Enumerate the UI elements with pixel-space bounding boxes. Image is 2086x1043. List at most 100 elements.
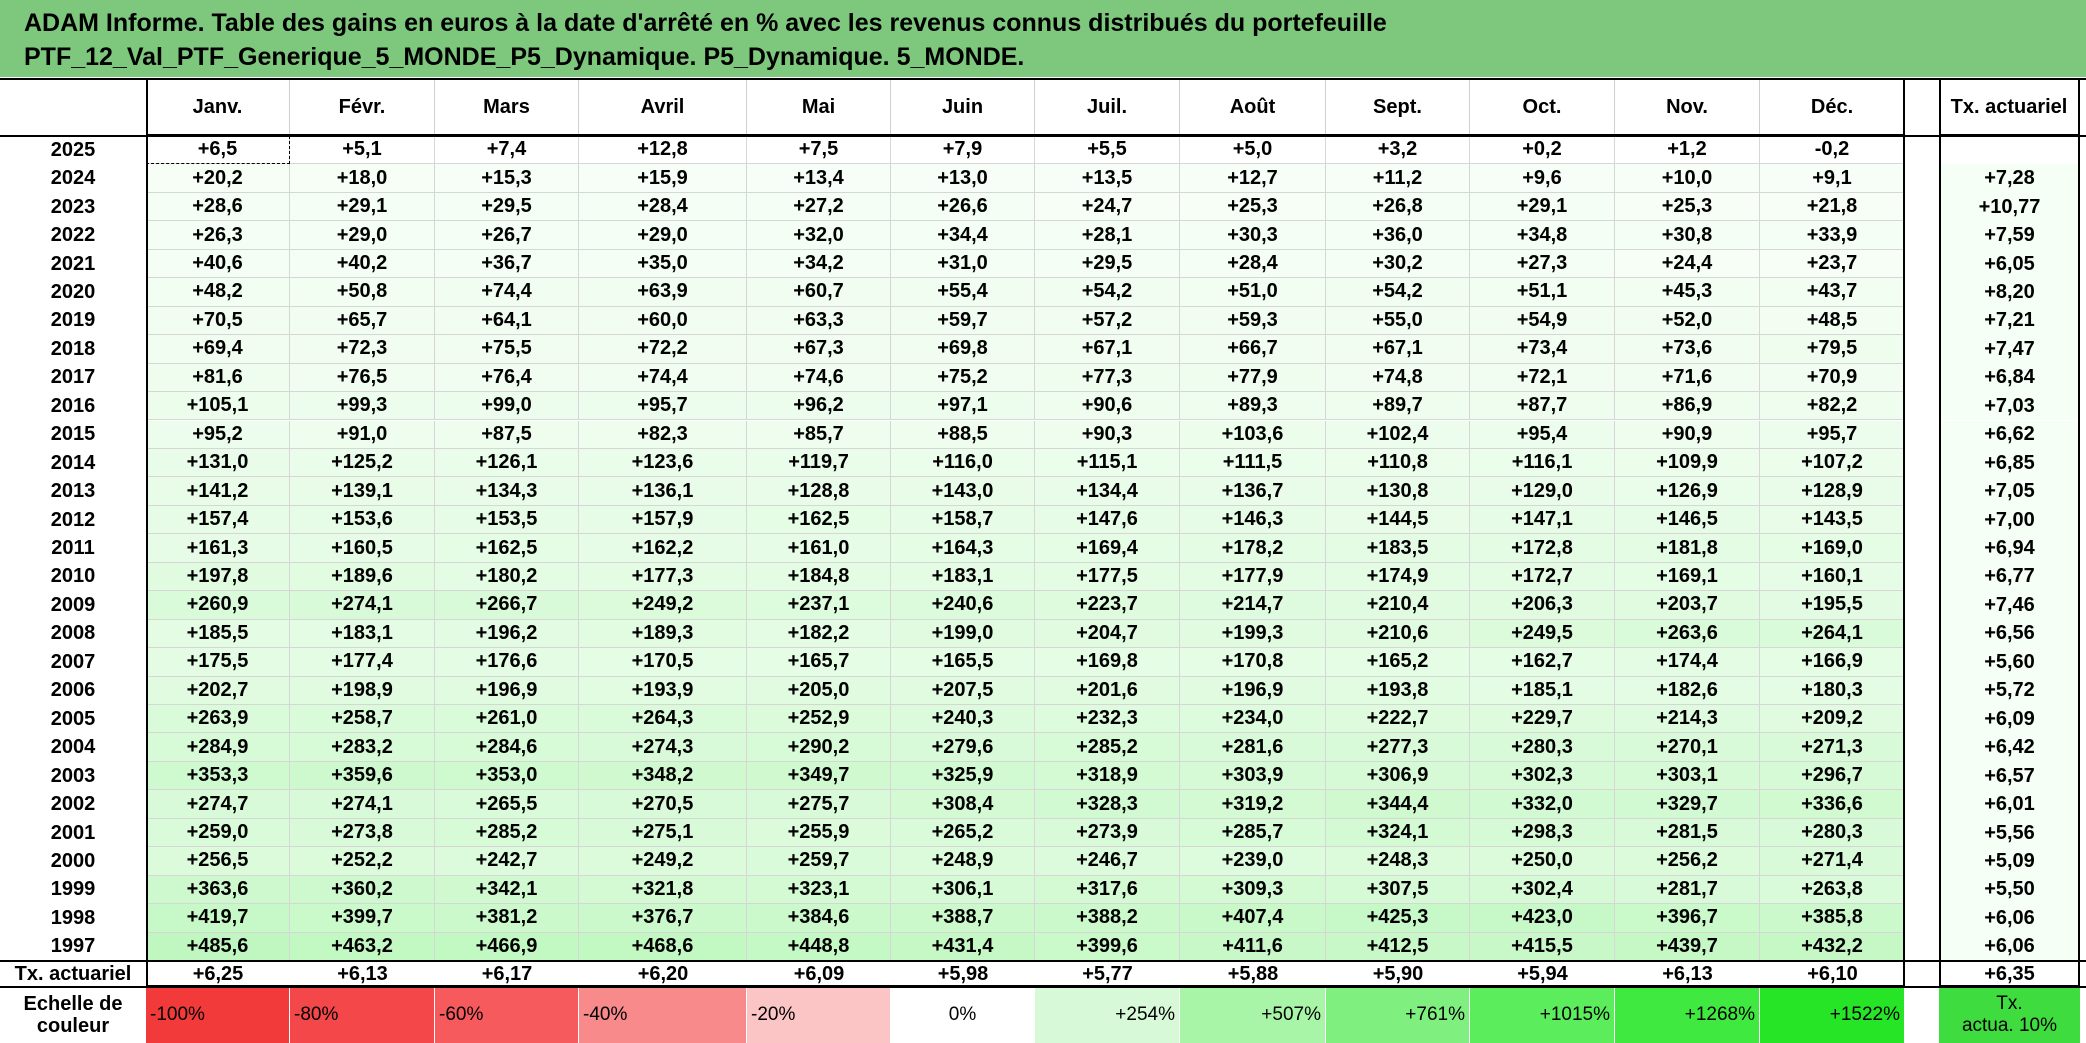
gain-cell: +34,8 bbox=[1470, 221, 1615, 250]
gain-cell: +174,9 bbox=[1326, 562, 1470, 592]
gain-cell: +95,7 bbox=[579, 392, 747, 421]
footer-tx-value: +6,13 bbox=[337, 962, 388, 985]
gain-cell: +273,9 bbox=[1035, 818, 1180, 848]
gain-cell: +13,4 bbox=[747, 164, 891, 193]
gain-cell: +85,7 bbox=[747, 420, 891, 449]
gain-cell: +263,8 bbox=[1760, 875, 1905, 905]
footer-tx-value: +6,13 bbox=[1662, 962, 1713, 985]
gain-cell: +197,8 bbox=[146, 562, 290, 592]
color-scale-label-line: Echelle de bbox=[23, 993, 123, 1016]
gain-cell: +180,3 bbox=[1760, 676, 1905, 705]
year-label: 1998 bbox=[50, 906, 96, 929]
gain-cell: +280,3 bbox=[1470, 733, 1615, 762]
gain-cell: +82,2 bbox=[1760, 392, 1905, 421]
month-header-3: Mars bbox=[435, 78, 579, 136]
tx-actuariel-value: +5,60 bbox=[1939, 648, 2080, 677]
gain-cell: +419,7 bbox=[146, 904, 290, 933]
gain-cell: +265,5 bbox=[435, 790, 579, 819]
gain-cell: +468,6 bbox=[579, 932, 747, 962]
year-label: 2020 bbox=[50, 280, 96, 303]
gain-cell: +319,2 bbox=[1180, 790, 1326, 819]
gain-cell: +25,3 bbox=[1615, 192, 1760, 222]
gain-cell: +263,6 bbox=[1615, 619, 1760, 649]
gain-cell: +285,2 bbox=[1035, 733, 1180, 762]
gain-cell: +185,1 bbox=[1470, 676, 1615, 705]
gain-cell: +353,3 bbox=[146, 761, 290, 791]
gain-cell: +209,2 bbox=[1760, 705, 1905, 734]
gain-cell: +144,5 bbox=[1326, 505, 1470, 535]
tx-actuariel-value: +7,59 bbox=[1939, 221, 2080, 250]
gain-cell: +182,2 bbox=[747, 619, 891, 649]
gain-cell: +60,0 bbox=[579, 306, 747, 336]
gain-cell: +256,5 bbox=[146, 847, 290, 876]
gain-cell: +285,7 bbox=[1180, 818, 1326, 848]
year-label: 2009 bbox=[50, 593, 96, 616]
gain-cell: +182,6 bbox=[1615, 676, 1760, 705]
month-header-7: Juil. bbox=[1035, 78, 1180, 136]
gain-cell: +13,5 bbox=[1035, 164, 1180, 193]
gain-cell: +40,6 bbox=[146, 249, 290, 279]
gain-cell: +214,7 bbox=[1180, 591, 1326, 620]
gain-cell: +88,5 bbox=[891, 420, 1035, 449]
gain-cell: +90,6 bbox=[1035, 392, 1180, 421]
gain-cell: +280,3 bbox=[1760, 818, 1905, 848]
gain-cell: +271,4 bbox=[1760, 847, 1905, 876]
gain-cell: +1,2 bbox=[1615, 136, 1760, 165]
tx-actuariel-value: +6,77 bbox=[1939, 562, 2080, 592]
gain-cell: +55,4 bbox=[891, 278, 1035, 307]
color-scale-swatch: -40% bbox=[579, 987, 747, 1043]
color-scale-swatch: +254% bbox=[1035, 987, 1180, 1043]
gain-cell: +249,5 bbox=[1470, 619, 1615, 649]
gain-cell: +153,6 bbox=[290, 505, 435, 535]
gain-cell: +160,1 bbox=[1760, 562, 1905, 592]
gain-cell: +323,1 bbox=[747, 875, 891, 905]
footer-top-rule bbox=[0, 960, 2086, 963]
gain-cell: +63,9 bbox=[579, 278, 747, 307]
gain-cell: +177,9 bbox=[1180, 562, 1326, 592]
tx-actuariel-value: +10,77 bbox=[1939, 192, 2080, 222]
year-label: 2000 bbox=[50, 849, 96, 872]
tx-actuariel-value: +8,20 bbox=[1939, 278, 2080, 307]
gain-cell: +7,4 bbox=[435, 136, 579, 165]
gain-cell: +10,0 bbox=[1615, 164, 1760, 193]
gain-cell: +87,5 bbox=[435, 420, 579, 449]
gain-cell: +174,4 bbox=[1615, 648, 1760, 677]
gain-cell: +31,0 bbox=[891, 249, 1035, 279]
gain-cell: +157,4 bbox=[146, 505, 290, 535]
gain-cell: +28,4 bbox=[579, 192, 747, 222]
gain-cell: +126,9 bbox=[1615, 477, 1760, 506]
gain-cell: +177,4 bbox=[290, 648, 435, 677]
gain-cell: +274,1 bbox=[290, 790, 435, 819]
gain-cell: +259,7 bbox=[747, 847, 891, 876]
month-header-4: Avril bbox=[579, 78, 747, 136]
gain-cell: +264,1 bbox=[1760, 619, 1905, 649]
gain-cell: +385,8 bbox=[1760, 904, 1905, 933]
gain-cell: +143,5 bbox=[1760, 505, 1905, 535]
gain-cell: +193,8 bbox=[1326, 676, 1470, 705]
gain-cell: +82,3 bbox=[579, 420, 747, 449]
gain-cell: +67,1 bbox=[1035, 335, 1180, 364]
gain-cell: +175,5 bbox=[146, 648, 290, 677]
gain-cell: +26,3 bbox=[146, 221, 290, 250]
gain-cell: +33,9 bbox=[1760, 221, 1905, 250]
tx-actuariel-value: +7,46 bbox=[1939, 591, 2080, 620]
gain-cell: +274,7 bbox=[146, 790, 290, 819]
tx-actuariel-value bbox=[1939, 136, 2080, 165]
gain-cell: +51,1 bbox=[1470, 278, 1615, 307]
gain-cell: +36,7 bbox=[435, 249, 579, 279]
gain-cell: +50,8 bbox=[290, 278, 435, 307]
footer-label: Tx. actuariel bbox=[14, 962, 132, 985]
gain-cell: +11,2 bbox=[1326, 164, 1470, 193]
gain-cell: +69,8 bbox=[891, 335, 1035, 364]
gain-cell: +466,9 bbox=[435, 932, 579, 962]
gain-cell: +249,2 bbox=[579, 591, 747, 620]
color-scale-swatch: +507% bbox=[1180, 987, 1326, 1043]
gain-cell: +40,2 bbox=[290, 249, 435, 279]
gain-cell: +28,1 bbox=[1035, 221, 1180, 250]
gain-cell: +162,5 bbox=[435, 534, 579, 563]
gain-cell: +336,6 bbox=[1760, 790, 1905, 819]
gain-cell: +125,2 bbox=[290, 448, 435, 478]
color-scale-swatch: -80% bbox=[290, 987, 435, 1043]
gain-cell: +143,0 bbox=[891, 477, 1035, 506]
gain-cell: +102,4 bbox=[1326, 420, 1470, 449]
